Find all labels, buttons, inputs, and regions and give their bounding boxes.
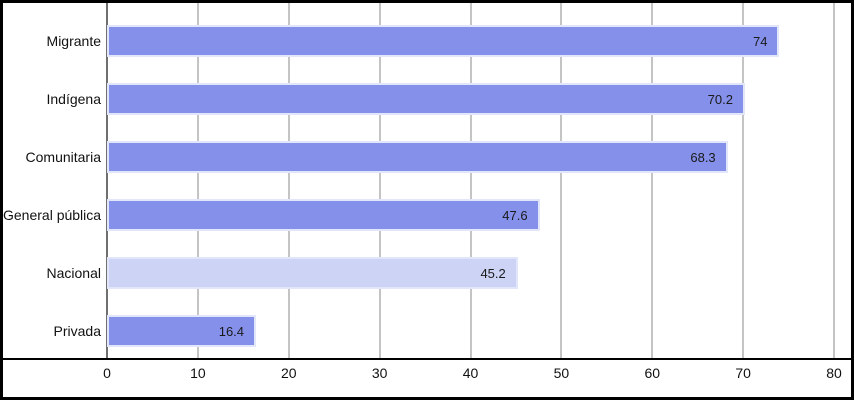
category-label: Indígena — [46, 91, 102, 107]
bar: 68.3 — [107, 141, 728, 173]
x-tick-label: 0 — [103, 365, 111, 381]
bar: 45.2 — [107, 257, 518, 289]
category-axis: Migrante Indígena Comunitaria General públi… — [3, 3, 101, 358]
bar: 74 — [107, 25, 780, 57]
x-tick-label: 40 — [462, 365, 479, 381]
bar-value-label: 45.2 — [480, 265, 506, 281]
bar: 47.6 — [107, 199, 540, 231]
x-tick-label: 30 — [371, 365, 388, 381]
x-tick-label: 10 — [190, 365, 206, 381]
bar: 70.2 — [107, 83, 745, 115]
x-tick-label: 60 — [644, 365, 661, 381]
x-axis-tick-labels: 0 10 20 30 40 50 60 70 80 — [103, 365, 842, 387]
x-tick-label: 20 — [280, 365, 297, 381]
category-label: Nacional — [46, 265, 101, 281]
bar-value-label: 16.4 — [218, 323, 245, 339]
bar-value-label: 47.6 — [502, 207, 528, 223]
gridline — [742, 3, 745, 358]
plot-area: 74 70.2 68.3 47.6 45.2 16.4 — [106, 3, 835, 358]
gridline — [469, 3, 472, 358]
category-label: Comunitaria — [25, 149, 101, 165]
x-tick-label: 70 — [735, 365, 751, 381]
bar-value-label: 70.2 — [707, 91, 733, 107]
x-tick-label: 50 — [553, 365, 570, 381]
bar-value-label: 68.3 — [690, 149, 716, 165]
zero-axis-line — [106, 3, 108, 358]
x-tick-label: 80 — [826, 365, 842, 381]
bar: 16.4 — [107, 315, 257, 347]
x-axis-line — [3, 358, 851, 360]
gridline — [287, 3, 290, 358]
bar-value-label: 74 — [753, 33, 768, 49]
category-label: Privada — [53, 323, 101, 339]
gridline — [196, 3, 199, 358]
gridline — [651, 3, 654, 358]
gridline — [378, 3, 381, 358]
category-label: Migrante — [46, 33, 101, 49]
gridline — [560, 3, 563, 358]
gridline — [833, 3, 835, 358]
category-label: General pública — [3, 207, 102, 223]
